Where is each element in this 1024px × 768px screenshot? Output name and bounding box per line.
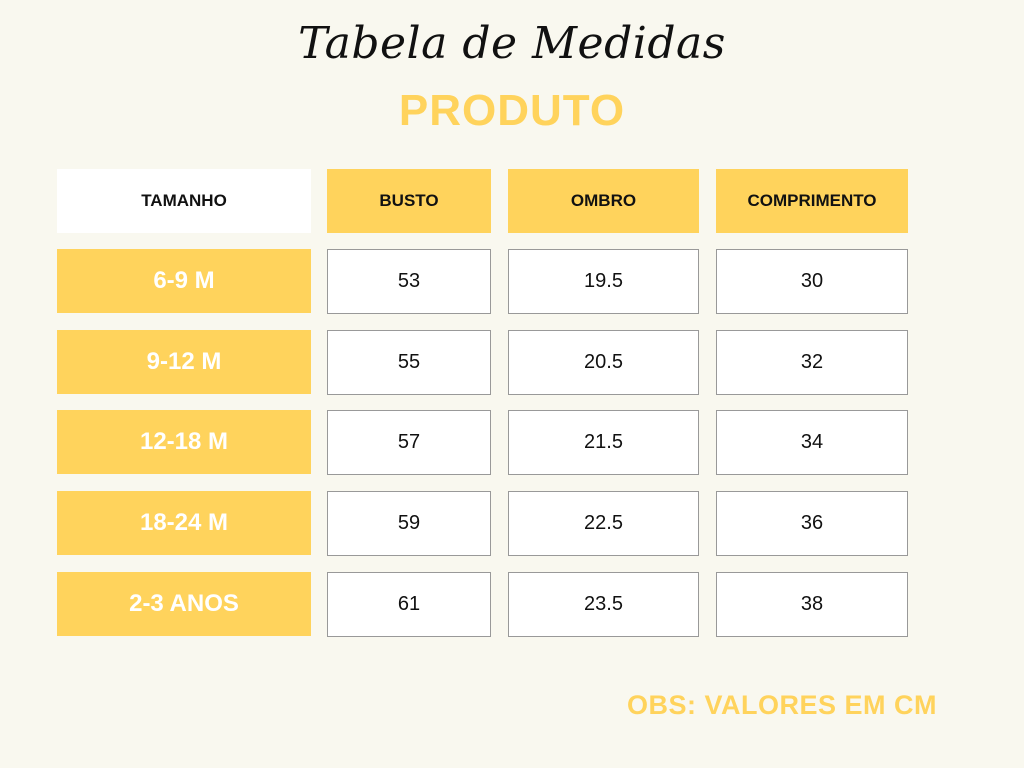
comprimento-value: 38	[716, 572, 908, 637]
busto-value: 61	[327, 572, 491, 637]
row-size-label: 9-12 M	[57, 330, 311, 394]
busto-value: 55	[327, 330, 491, 395]
header-busto: BUSTO	[327, 169, 491, 233]
header-ombro: OMBRO	[508, 169, 699, 233]
units-note: OBS: VALORES EM CM	[627, 690, 938, 720]
page-subtitle: PRODUTO	[398, 86, 626, 135]
comprimento-value: 32	[716, 330, 908, 395]
busto-value: 53	[327, 249, 491, 314]
row-size-label: 12-18 M	[57, 410, 311, 474]
busto-value: 59	[327, 491, 491, 556]
row-size-label: 6-9 M	[57, 249, 311, 313]
ombro-value: 21.5	[508, 410, 699, 475]
header-comprimento: COMPRIMENTO	[716, 169, 908, 233]
busto-value: 57	[327, 410, 491, 475]
comprimento-value: 30	[716, 249, 908, 314]
ombro-value: 22.5	[508, 491, 699, 556]
header-tamanho: TAMANHO	[57, 169, 311, 233]
comprimento-value: 36	[716, 491, 908, 556]
page-title: Tabela de Medidas	[298, 18, 726, 69]
ombro-value: 20.5	[508, 330, 699, 395]
comprimento-value: 34	[716, 410, 908, 475]
ombro-value: 19.5	[508, 249, 699, 314]
row-size-label: 18-24 M	[57, 491, 311, 555]
row-size-label: 2-3 ANOS	[57, 572, 311, 636]
ombro-value: 23.5	[508, 572, 699, 637]
